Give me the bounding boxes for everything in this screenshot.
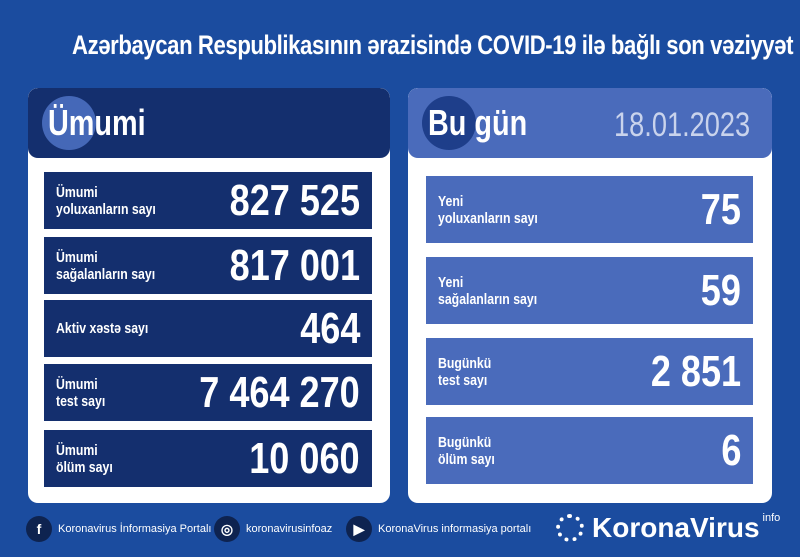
stat-label: Ümumi sağalanların sayı <box>56 248 156 283</box>
stat-row: Yeni sağalanların sayı 59 <box>426 257 753 324</box>
today-card: Bu gün 18.01.2023 Yeni yoluxanların sayı… <box>408 88 772 503</box>
stat-value: 10 060 <box>249 433 360 483</box>
stat-row: Ümumi sağalanların sayı 817 001 <box>44 237 372 294</box>
stat-row: Ümumi ölüm sayı 10 060 <box>44 430 372 487</box>
brand-logo: KoronaVirus info <box>556 512 780 544</box>
youtube-icon: ▶ <box>346 516 372 542</box>
sun-virus-icon <box>556 514 584 542</box>
stat-value: 464 <box>299 303 360 353</box>
stat-row: Bugünkü test sayı 2 851 <box>426 338 753 405</box>
total-header: Ümumi <box>28 88 390 158</box>
stat-value: 817 001 <box>229 240 360 290</box>
facebook-link[interactable]: f Koronavirus İnformasiya Portalı <box>26 516 211 542</box>
stat-row: Yeni yoluxanların sayı 75 <box>426 176 753 243</box>
youtube-link[interactable]: ▶ KoronaVirus informasiya portalı <box>346 516 531 542</box>
facebook-label: Koronavirus İnformasiya Portalı <box>58 523 212 535</box>
virus-icon <box>422 96 476 150</box>
brand-name: KoronaVirus <box>592 512 760 543</box>
total-heading: Ümumi <box>48 102 146 143</box>
stat-label: Yeni sağalanların sayı <box>438 273 538 308</box>
stat-label: Bugünkü ölüm sayı <box>438 433 495 468</box>
youtube-label: KoronaVirus informasiya portalı <box>378 523 532 535</box>
stat-value: 827 525 <box>229 175 360 225</box>
stat-row: Ümumi yoluxanların sayı 827 525 <box>44 172 372 229</box>
instagram-label: koronavirusinfoaz <box>246 523 333 535</box>
footer: f Koronavirus İnformasiya Portalı ◎ korona… <box>0 512 800 548</box>
stat-value: 59 <box>700 265 741 315</box>
stat-row: Aktiv xəstə sayı 464 <box>44 300 372 357</box>
today-date: 18.01.2023 <box>613 106 750 144</box>
stat-label: Yeni yoluxanların sayı <box>438 192 538 227</box>
total-card: Ümumi Ümumi yoluxanların sayı 827 525 Ümu… <box>28 88 390 503</box>
stat-value: 75 <box>700 184 741 234</box>
stat-value: 7 464 270 <box>199 367 360 417</box>
stat-label: Ümumi yoluxanların sayı <box>56 183 156 218</box>
today-header: Bu gün 18.01.2023 <box>408 88 772 158</box>
stat-label: Ümumi ölüm sayı <box>56 441 113 476</box>
stat-value: 2 851 <box>650 346 741 396</box>
instagram-icon: ◎ <box>214 516 240 542</box>
instagram-link[interactable]: ◎ koronavirusinfoaz <box>214 516 332 542</box>
stat-label: Ümumi test sayı <box>56 375 106 410</box>
stat-row: Bugünkü ölüm sayı 6 <box>426 417 753 484</box>
today-heading: Bu gün <box>428 102 528 143</box>
stat-label: Aktiv xəstə sayı <box>56 320 149 337</box>
page-title: Azərbaycan Respublikasının ərazisində CO… <box>72 30 794 60</box>
stat-row: Ümumi test sayı 7 464 270 <box>44 364 372 421</box>
virus-icon <box>42 96 96 150</box>
stat-label: Bugünkü test sayı <box>438 354 492 389</box>
brand-sup: info <box>762 512 781 524</box>
facebook-icon: f <box>26 516 52 542</box>
stat-value: 6 <box>720 425 741 475</box>
